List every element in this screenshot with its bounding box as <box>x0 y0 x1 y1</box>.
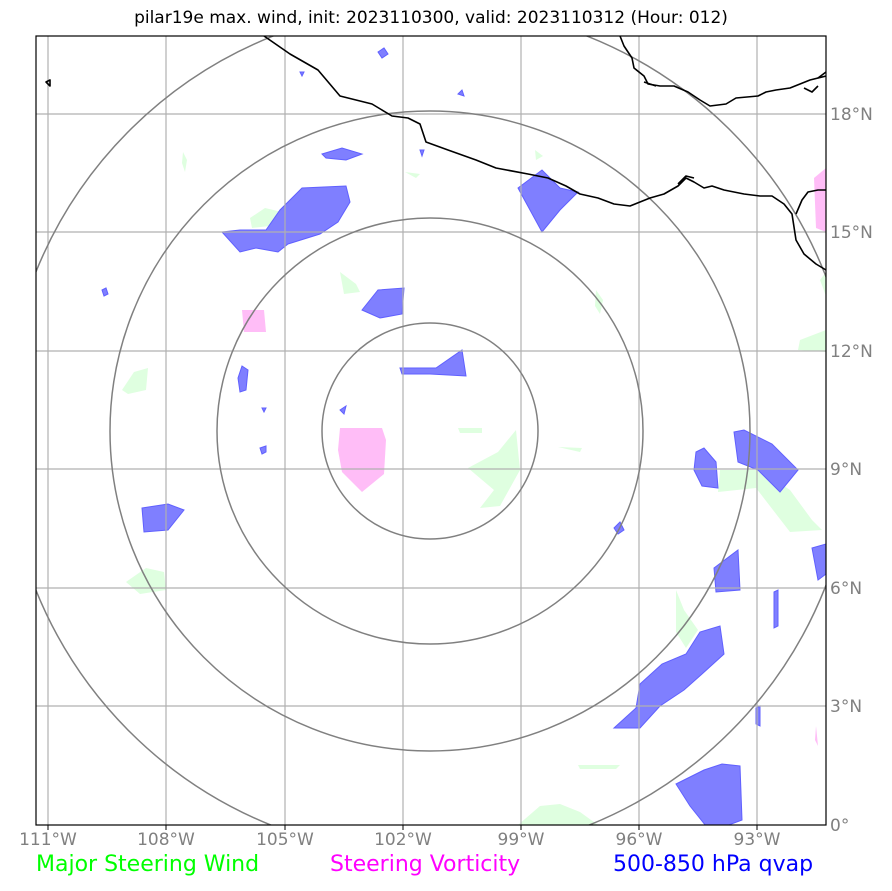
steering-wind-areas <box>122 150 826 825</box>
tick-marks <box>47 825 758 830</box>
lon-label: 96°W <box>616 830 663 850</box>
lat-label: 0° <box>830 816 849 836</box>
lon-label: 108°W <box>137 830 195 850</box>
plot-area <box>36 36 826 825</box>
lat-label: 15°N <box>830 223 873 243</box>
lon-label: 102°W <box>374 830 432 850</box>
graticule <box>36 36 826 825</box>
lon-label: 105°W <box>256 830 314 850</box>
lat-label: 18°N <box>830 105 873 125</box>
distance-rings <box>36 36 826 825</box>
map-title: pilar19e max. wind, init: 2023110300, va… <box>134 8 728 28</box>
steering-vorticity-areas <box>242 168 826 746</box>
legend-qvap: 500-850 hPa qvap <box>613 852 814 877</box>
legend-steering-vorticity: Steering Vorticity <box>330 852 521 877</box>
lat-label: 6°N <box>830 579 862 599</box>
legend: Major Steering Wind Steering Vorticity 5… <box>0 852 892 886</box>
longitude-labels: 111°W 108°W 105°W 102°W 99°W 96°W 93°W <box>19 830 781 850</box>
plot-frame <box>35 35 827 826</box>
lon-label: 99°W <box>498 830 545 850</box>
latitude-labels: 18°N 15°N 12°N 9°N 6°N 3°N 0° <box>830 105 873 836</box>
lon-label: 93°W <box>734 830 781 850</box>
coastline <box>45 36 826 271</box>
legend-steering-wind: Major Steering Wind <box>36 852 260 877</box>
lat-label: 9°N <box>830 460 862 480</box>
lon-label: 111°W <box>19 830 77 850</box>
lat-label: 3°N <box>830 697 862 717</box>
qvap-areas <box>101 47 826 825</box>
lat-label: 12°N <box>830 342 873 362</box>
